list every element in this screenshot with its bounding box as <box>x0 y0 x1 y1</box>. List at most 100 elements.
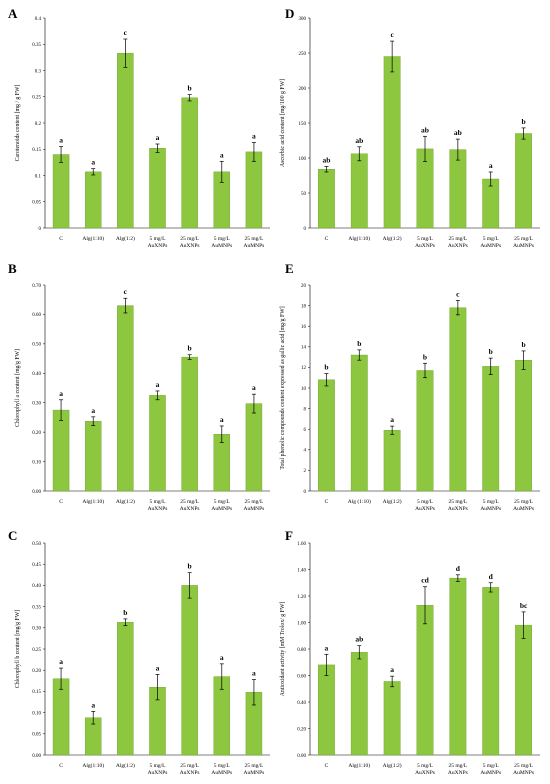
panel-e-y-tick-label: 10 <box>301 387 307 392</box>
panel-f-x-tick-label: Alg(1:10) <box>348 762 370 769</box>
panel-e-y-tick-label: 4 <box>304 449 307 454</box>
panel-f-y-axis-label: Antioxidant activity [mM Trolox/ g FW] <box>280 602 286 697</box>
panel-c-y-tick-label: 0.35 <box>32 605 41 610</box>
panel-a-y-tick-label: 0.4 <box>35 17 42 22</box>
panel-f-bar <box>482 587 500 756</box>
panel-b-bar <box>52 409 70 492</box>
panel-c-y-tick-label: 0.20 <box>32 669 41 674</box>
panel-f-significance-letter: a <box>390 665 394 674</box>
panel-a-x-tick-label: 5 mg/L AuMNPs <box>211 236 232 249</box>
panel-c-y-tick-label: 0.00 <box>32 754 41 759</box>
panel-b-x-tick-label: Alg(1:10) <box>82 498 104 505</box>
panel-d-x-tick-label: 5 mg/L AuMNPs <box>480 236 501 249</box>
panel-c-y-tick-label: 0.05 <box>32 733 41 738</box>
panel-a-x-tick-label: 25 mg/L AuMNPs <box>244 236 265 249</box>
panel-b-y-tick-label: 0.30 <box>32 402 41 407</box>
panel-e-bar <box>350 354 368 492</box>
panel-e-y-tick-label: 14 <box>301 346 307 351</box>
panel-f-y-tick-label: 0.00 <box>297 754 306 759</box>
panel-a-x-tick-label: Alg(1:10) <box>82 235 104 242</box>
panel-c-significance-letter: b <box>123 608 127 617</box>
panel-b-significance-letter: b <box>188 344 192 353</box>
panel-e-x-tick-label: Alg (1:10) <box>348 498 371 505</box>
panel-b-x-tick-label: C <box>59 499 63 505</box>
panel-d-y-tick-label: 150 <box>299 122 307 127</box>
panel-e-y-tick-label: 16 <box>301 325 307 330</box>
panel-c-y-tick-label: 0.50 <box>32 542 41 547</box>
panel-e-bar <box>318 379 335 492</box>
panel-c-y-tick-label: 0.45 <box>32 563 41 568</box>
panel-d-significance-letter: ab <box>454 128 462 137</box>
panel-e-x-tick-label: Alg(1:2) <box>383 498 402 505</box>
panel-f-significance-letter: a <box>325 643 329 652</box>
panel-a-y-tick-label: 0.35 <box>32 43 41 48</box>
panel-e-y-tick-label: 6 <box>304 428 307 433</box>
panel-c-y-axis-label: Chlorophyll b content [mg/g FW] <box>15 610 21 688</box>
panel-a-y-axis-label: Carotenoids content [mg / g FW] <box>15 85 21 162</box>
panel-b-y-tick-label: 0.70 <box>32 284 41 289</box>
panel-e-y-tick-label: 18 <box>301 304 307 309</box>
panel-b-significance-letter: a <box>59 389 63 398</box>
panel-c-significance-letter: a <box>252 669 256 678</box>
panel-b-y-tick-label: 0.10 <box>32 460 41 465</box>
panel-c-x-tick-label: 25 mg/L AuXNPs <box>180 763 200 776</box>
panel-f-bar <box>416 605 434 756</box>
panel-b-y-tick-label: 0.60 <box>32 313 41 318</box>
panel-a-y-tick-label: 0.1 <box>35 174 42 179</box>
panel-e-bar <box>515 359 532 492</box>
panel-e-y-tick-label: 2 <box>304 469 307 474</box>
panel-d-y-tick-label: 0 <box>304 227 307 232</box>
panel-c-y-tick-label: 0.25 <box>32 648 41 653</box>
panel-f-significance-letter: ab <box>355 635 363 644</box>
panel-a-y-tick-label: 0.3 <box>35 69 42 74</box>
panel-d-significance-letter: b <box>521 117 525 126</box>
panel-d-x-tick-label: Alg(1:2) <box>383 235 402 242</box>
panel-d-letter: D <box>285 6 294 21</box>
panel-e-significance-letter: b <box>324 363 328 372</box>
panel-b-significance-letter: a <box>156 380 160 389</box>
panel-c-significance-letter: a <box>156 663 160 672</box>
panel-a-x-tick-label: 5 mg/L AuXNPs <box>148 236 168 249</box>
panel-f-significance-letter: bc <box>520 601 528 610</box>
panel-a-significance-letter: a <box>220 150 224 159</box>
panel-f-significance-letter: d <box>456 564 461 573</box>
panel-c-significance-letter: a <box>59 657 63 666</box>
panel-d-significance-letter: c <box>390 30 394 39</box>
panel-d-significance-letter: ab <box>322 155 330 164</box>
panel-c-bar <box>52 678 70 756</box>
panel-b-x-tick-label: 5 mg/L AuMNPs <box>211 499 232 512</box>
panel-a-y-tick-label: 0.25 <box>32 96 41 101</box>
panel-f-bar <box>350 652 368 756</box>
panel-d-x-tick-label: C <box>325 236 329 242</box>
panel-a-x-tick-label: 25 mg/L AuXNPs <box>180 236 200 249</box>
panel-a-y-tick-label: 0.05 <box>32 201 41 206</box>
panel-a-x-tick-label: Alg(1:2) <box>116 235 135 242</box>
panel-a-significance-letter: b <box>188 84 192 93</box>
panel-c-significance-letter: a <box>220 653 224 662</box>
panel-e-y-tick-label: 12 <box>301 366 307 371</box>
panel-d-bar <box>515 133 532 229</box>
panel-a-y-tick-label: 0 <box>39 227 42 232</box>
panel-e-y-tick-label: 8 <box>304 407 307 412</box>
panel-b-bar <box>117 305 134 492</box>
panel-f-x-tick-label: 5 mg/L AuXNPs <box>415 763 435 776</box>
panel-e-bar <box>416 370 434 492</box>
panel-e-x-tick-label: 25 mg/L AuMNPs <box>513 499 534 512</box>
panel-b-significance-letter: c <box>124 287 128 296</box>
panel-c-significance-letter: a <box>91 700 95 709</box>
panel-b-x-tick-label: 25 mg/L AuXNPs <box>180 499 200 512</box>
panel-b-significance-letter: a <box>220 415 224 424</box>
panel-d-significance-letter: a <box>489 161 493 170</box>
panel-e-bar <box>482 366 500 492</box>
panel-f-significance-letter: cd <box>421 576 429 585</box>
panel-a-bar <box>149 147 166 229</box>
panel-d-y-tick-label: 300 <box>299 17 307 22</box>
panel-a-significance-letter: a <box>252 131 256 140</box>
panel-a-significance-letter: a <box>59 136 63 145</box>
panel-a-bar <box>117 52 134 229</box>
panel-b-x-tick-label: 25 mg/L AuMNPs <box>244 499 265 512</box>
panel-c-y-tick-label: 0.10 <box>32 711 41 716</box>
panel-f-y-tick-label: 0.40 <box>297 701 306 706</box>
panel-c-x-tick-label: Alg(1:2) <box>116 762 135 769</box>
panel-c-x-tick-label: Alg(1:10) <box>82 762 104 769</box>
